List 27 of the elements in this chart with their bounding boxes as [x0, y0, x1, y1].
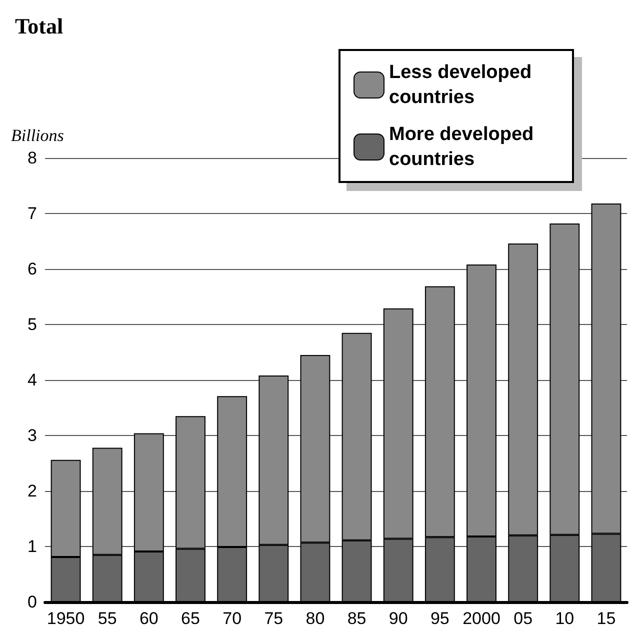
x-tick-label: 60 — [139, 609, 158, 628]
y-tick-label: 6 — [28, 260, 37, 278]
x-tick-label: 1950 — [46, 609, 85, 628]
x-tick-label: 65 — [181, 609, 200, 628]
y-tick-label: 5 — [28, 315, 37, 334]
y-axis-title: Billions — [11, 126, 64, 145]
x-tick-label: 55 — [98, 609, 117, 628]
y-tick-label: 8 — [28, 148, 37, 168]
y-tick-label: 4 — [28, 370, 37, 390]
x-tick-label: 10 — [555, 609, 574, 628]
x-tick-label: 15 — [596, 609, 616, 628]
x-tick-label: 70 — [222, 609, 242, 628]
legend-label: Less developed countries — [389, 62, 537, 108]
chart-title: Total — [15, 14, 64, 38]
y-tick-label: 1 — [28, 537, 37, 556]
x-tick-label: 75 — [264, 609, 284, 628]
x-tick-label: 90 — [388, 609, 408, 628]
y-tick-label: 7 — [28, 204, 37, 223]
legend-label: More developed countries — [389, 124, 539, 170]
x-tick-label: 85 — [347, 609, 366, 628]
y-tick-label: 2 — [28, 482, 37, 500]
x-tick-label: 2000 — [462, 609, 500, 628]
y-tick-label: 0 — [28, 592, 37, 612]
x-tick-label: 05 — [514, 609, 533, 628]
x-tick-label: 80 — [306, 609, 325, 628]
y-tick-label: 3 — [28, 426, 37, 445]
x-tick-label: 95 — [430, 609, 450, 628]
